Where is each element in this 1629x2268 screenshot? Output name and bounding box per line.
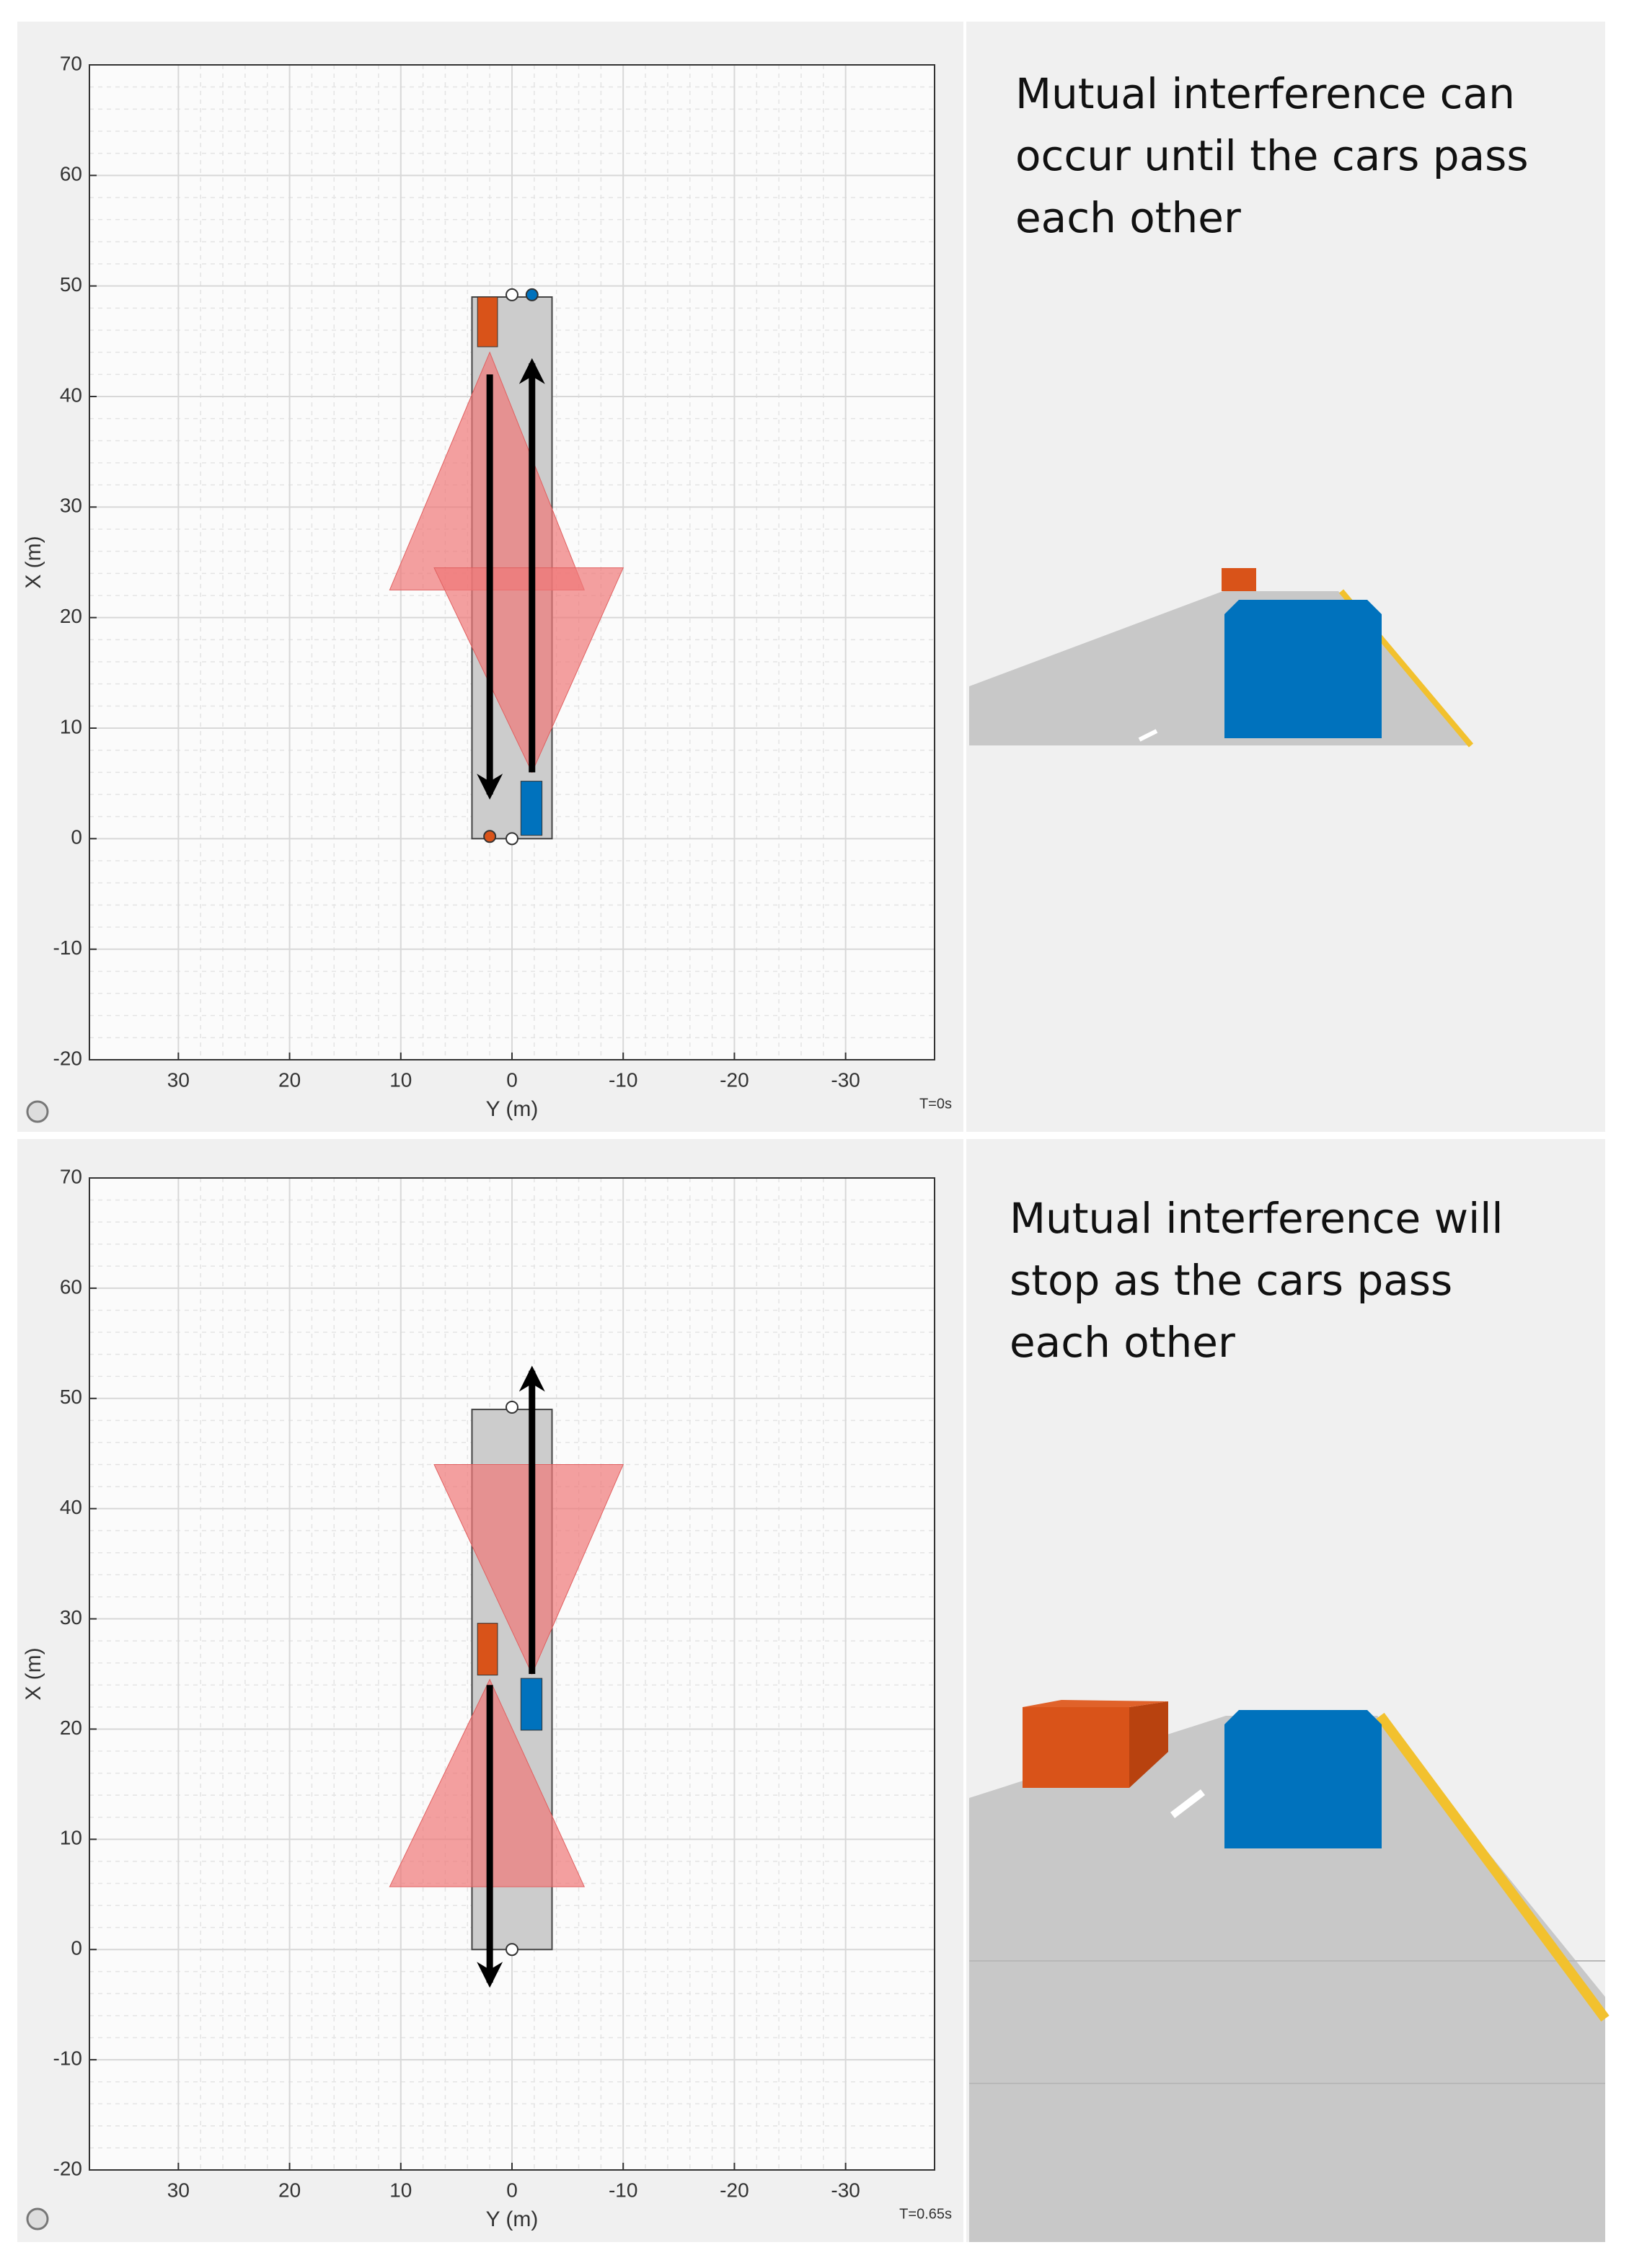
view-panel — [966, 22, 1605, 1132]
waypoint — [506, 1401, 518, 1414]
waypoint — [483, 830, 497, 843]
y-tick-label: 10 — [60, 1827, 82, 1849]
y-tick-label: 60 — [60, 1275, 82, 1298]
waypoint — [506, 1943, 518, 1957]
x-axis-label: Y (m) — [486, 2207, 539, 2231]
y-tick-label: 0 — [71, 826, 82, 849]
y-tick-label: 20 — [60, 605, 82, 627]
caption-line: stop as the cars pass — [1010, 1256, 1452, 1305]
sensor-coverage — [433, 567, 624, 774]
x-tick-label: 20 — [278, 1068, 301, 1091]
x-tick-label: -20 — [720, 2179, 749, 2201]
car — [477, 1623, 498, 1676]
axes-box — [89, 1177, 935, 2171]
settings-icon[interactable] — [26, 2207, 49, 2231]
time-label: T=0s — [919, 1096, 952, 1112]
waypoint — [506, 288, 518, 301]
caption-line: each other — [1015, 193, 1241, 242]
x-tick-label: 0 — [506, 2179, 518, 2201]
y-axis-label: X (m) — [22, 1647, 45, 1700]
sensor-coverage — [433, 1464, 624, 1675]
x-tick-label: 0 — [506, 1068, 518, 1091]
caption-line: Mutual interference can — [1015, 69, 1515, 118]
y-tick-label: 40 — [60, 384, 82, 406]
y-tick-label: -10 — [53, 936, 82, 959]
x-tick-label: -30 — [831, 1068, 860, 1091]
caption-line: occur until the cars pass — [1015, 131, 1529, 180]
y-tick-label: 50 — [60, 1386, 82, 1408]
x-tick-label: 10 — [389, 2179, 412, 2201]
axes-box — [89, 64, 935, 1060]
y-tick-label: 20 — [60, 1716, 82, 1739]
car — [520, 781, 543, 836]
x-tick-label: -20 — [720, 1068, 749, 1091]
y-tick-label: 70 — [60, 52, 82, 74]
y-tick-label: 30 — [60, 1606, 82, 1629]
y-tick-label: 30 — [60, 495, 82, 517]
y-tick-label: 50 — [60, 273, 82, 296]
y-axis-label: X (m) — [22, 536, 45, 588]
time-label: T=0.65s — [899, 2206, 952, 2222]
x-tick-label: 30 — [167, 2179, 190, 2201]
x-tick-label: -30 — [831, 2179, 860, 2201]
x-tick-label: 20 — [278, 2179, 301, 2201]
waypoint — [525, 288, 539, 301]
settings-icon[interactable] — [26, 1100, 49, 1123]
y-tick-label: 10 — [60, 715, 82, 737]
y-tick-label: 60 — [60, 163, 82, 185]
y-tick-label: 0 — [71, 1937, 82, 1959]
waypoint — [506, 832, 518, 846]
caption-line: Mutual interference will — [1010, 1194, 1503, 1243]
y-tick-label: 40 — [60, 1496, 82, 1518]
y-tick-label: -20 — [53, 1047, 82, 1069]
y-tick-label: -20 — [53, 2157, 82, 2179]
x-tick-label: 10 — [389, 1068, 412, 1091]
car — [477, 296, 498, 347]
chase-view — [969, 568, 1474, 748]
x-tick-label: -10 — [609, 1068, 637, 1091]
y-tick-label: 70 — [60, 1165, 82, 1187]
caption-line: each other — [1010, 1318, 1235, 1367]
x-tick-label: 30 — [167, 1068, 190, 1091]
chase-view — [969, 1700, 1610, 2242]
y-tick-label: -10 — [53, 2047, 82, 2070]
x-tick-label: -10 — [609, 2179, 637, 2201]
car — [520, 1678, 543, 1731]
x-axis-label: Y (m) — [486, 1097, 539, 1121]
